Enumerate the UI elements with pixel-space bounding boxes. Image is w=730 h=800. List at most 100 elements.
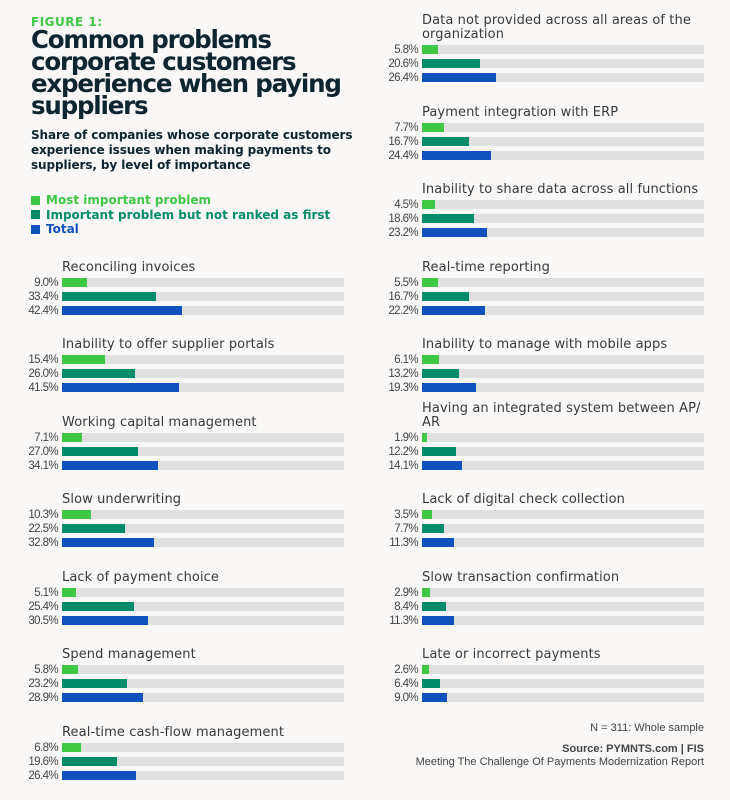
value-label-total: 9.0%: [394, 692, 418, 704]
bar-most-important: [422, 355, 439, 364]
bar-important: [62, 757, 117, 766]
bar-track: [62, 524, 344, 533]
bar-important: [422, 369, 459, 378]
bar-most-important: [62, 743, 81, 752]
bar-most-important: [62, 588, 76, 597]
bar-track: [422, 59, 704, 68]
bar-most-important: [62, 665, 78, 674]
bar-total: [62, 461, 158, 470]
value-label-total: 30.5%: [28, 615, 58, 627]
category-label: Spend management: [62, 647, 196, 662]
bar-important: [62, 292, 156, 301]
value-label-total: 26.4%: [388, 72, 418, 84]
category-label: Having an integrated system between AP/ …: [422, 401, 701, 430]
bar-track: [62, 743, 344, 752]
bar-track: [422, 200, 704, 209]
bar-total: [62, 306, 182, 315]
value-label-most-important: 4.5%: [394, 199, 418, 211]
bar-track: [62, 355, 344, 364]
bar-track: [422, 524, 704, 533]
bar-important: [422, 447, 456, 456]
sample-footnote: N = 311: Whole sample: [590, 722, 704, 734]
value-label-most-important: 1.9%: [394, 432, 418, 444]
category-label: Lack of digital check collection: [422, 492, 625, 507]
bar-most-important: [62, 433, 82, 442]
bar-track: [422, 292, 704, 301]
figure-label: FIGURE 1:: [31, 15, 103, 29]
bar-total: [422, 383, 476, 392]
bar-track: [62, 588, 344, 597]
bar-track: [422, 214, 704, 223]
bar-track: [62, 292, 344, 301]
bar-most-important: [62, 278, 87, 287]
legend-swatch-total: [31, 224, 40, 234]
bar-important: [62, 679, 127, 688]
bar-most-important: [62, 355, 105, 364]
legend-label-most-important: Most important problem: [46, 193, 211, 207]
value-label-most-important: 3.5%: [394, 509, 418, 521]
bar-track: [422, 151, 704, 160]
value-label-total: 22.2%: [388, 305, 418, 317]
bar-important: [422, 602, 446, 611]
value-label-important: 26.0%: [28, 368, 58, 380]
bar-track: [422, 665, 704, 674]
bar-track: [422, 602, 704, 611]
bar-track: [422, 679, 704, 688]
bar-important: [62, 369, 135, 378]
value-label-total: 19.3%: [388, 382, 418, 394]
source-note: Source: PYMNTS.com | FIS Meeting The Cha…: [416, 743, 704, 769]
category-label: Slow underwriting: [62, 492, 182, 507]
legend-item-important: Important problem but not ranked as firs…: [31, 208, 330, 223]
value-label-important: 13.2%: [388, 368, 418, 380]
category-label: Slow transaction confirmation: [422, 570, 620, 585]
value-label-important: 16.7%: [388, 291, 418, 303]
bar-track: [62, 383, 344, 392]
bar-track: [62, 757, 344, 766]
bar-total: [62, 693, 143, 702]
value-label-most-important: 6.1%: [394, 354, 418, 366]
bar-track: [62, 433, 344, 442]
value-label-important: 25.4%: [28, 601, 58, 613]
bar-important: [422, 524, 444, 533]
value-label-total: 28.9%: [28, 692, 58, 704]
value-label-important: 22.5%: [28, 523, 58, 535]
category-label: Inability to share data across all funct…: [422, 182, 699, 197]
value-label-important: 23.2%: [28, 678, 58, 690]
value-label-most-important: 5.1%: [34, 587, 58, 599]
bar-track: [62, 538, 344, 547]
value-label-total: 14.1%: [388, 460, 418, 472]
category-label: Data not provided across all areas of th…: [422, 13, 691, 42]
bar-track: [62, 616, 344, 625]
bar-track: [62, 447, 344, 456]
value-label-total: 42.4%: [28, 305, 58, 317]
category-label: Real-time cash-flow management: [62, 725, 285, 740]
value-label-most-important: 7.7%: [394, 122, 418, 134]
category-label: Reconciling invoices: [62, 260, 196, 275]
bar-important: [422, 59, 480, 68]
bar-total: [62, 383, 179, 392]
value-label-total: 23.2%: [388, 227, 418, 239]
bar-most-important: [422, 588, 430, 597]
value-label-important: 19.6%: [28, 756, 58, 768]
value-label-most-important: 5.8%: [394, 44, 418, 56]
bar-total: [62, 538, 154, 547]
bar-total: [422, 73, 496, 82]
bar-track: [422, 123, 704, 132]
value-label-important: 8.4%: [394, 601, 418, 613]
chart-subtitle: Share of companies whose corporate custo…: [31, 128, 353, 172]
value-label-important: 12.2%: [388, 446, 418, 458]
bar-track: [62, 665, 344, 674]
bar-track: [422, 510, 704, 519]
bar-important: [62, 524, 125, 533]
value-label-total: 11.3%: [389, 537, 418, 549]
bar-important: [62, 447, 138, 456]
bar-track: [422, 588, 704, 597]
legend: Most important problem Important problem…: [31, 193, 330, 237]
bar-track: [422, 45, 704, 54]
bar-track: [422, 383, 704, 392]
bar-track: [422, 433, 704, 442]
value-label-important: 20.6%: [388, 58, 418, 70]
source-line: Source: PYMNTS.com | FIS: [562, 743, 704, 755]
bar-important: [422, 292, 469, 301]
bar-total: [422, 461, 462, 470]
